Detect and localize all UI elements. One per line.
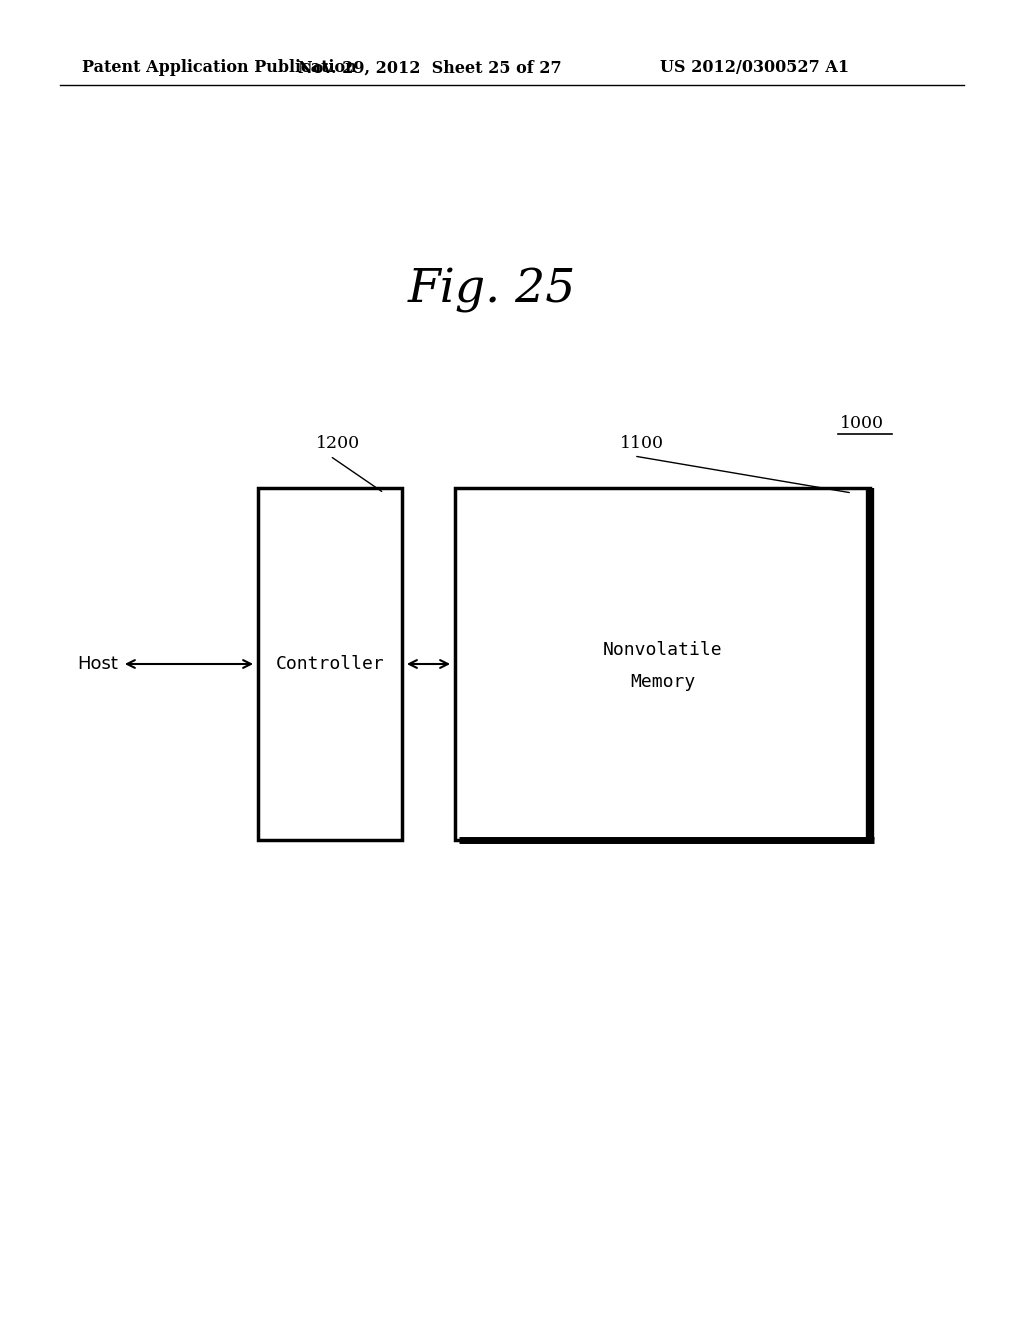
Text: Nonvolatile: Nonvolatile [603, 642, 722, 659]
Bar [258, 488, 402, 840]
Text: Patent Application Publication: Patent Application Publication [82, 59, 356, 77]
Text: 1200: 1200 [316, 436, 360, 451]
Text: 1000: 1000 [840, 414, 884, 432]
Text: Host: Host [77, 655, 118, 673]
Text: Nov. 29, 2012  Sheet 25 of 27: Nov. 29, 2012 Sheet 25 of 27 [298, 59, 562, 77]
Bar [455, 488, 870, 840]
Text: Controller: Controller [275, 655, 384, 673]
Text: Fig. 25: Fig. 25 [408, 268, 577, 313]
Text: 1100: 1100 [620, 436, 664, 451]
Text: Memory: Memory [630, 673, 695, 690]
Text: US 2012/0300527 A1: US 2012/0300527 A1 [660, 59, 849, 77]
